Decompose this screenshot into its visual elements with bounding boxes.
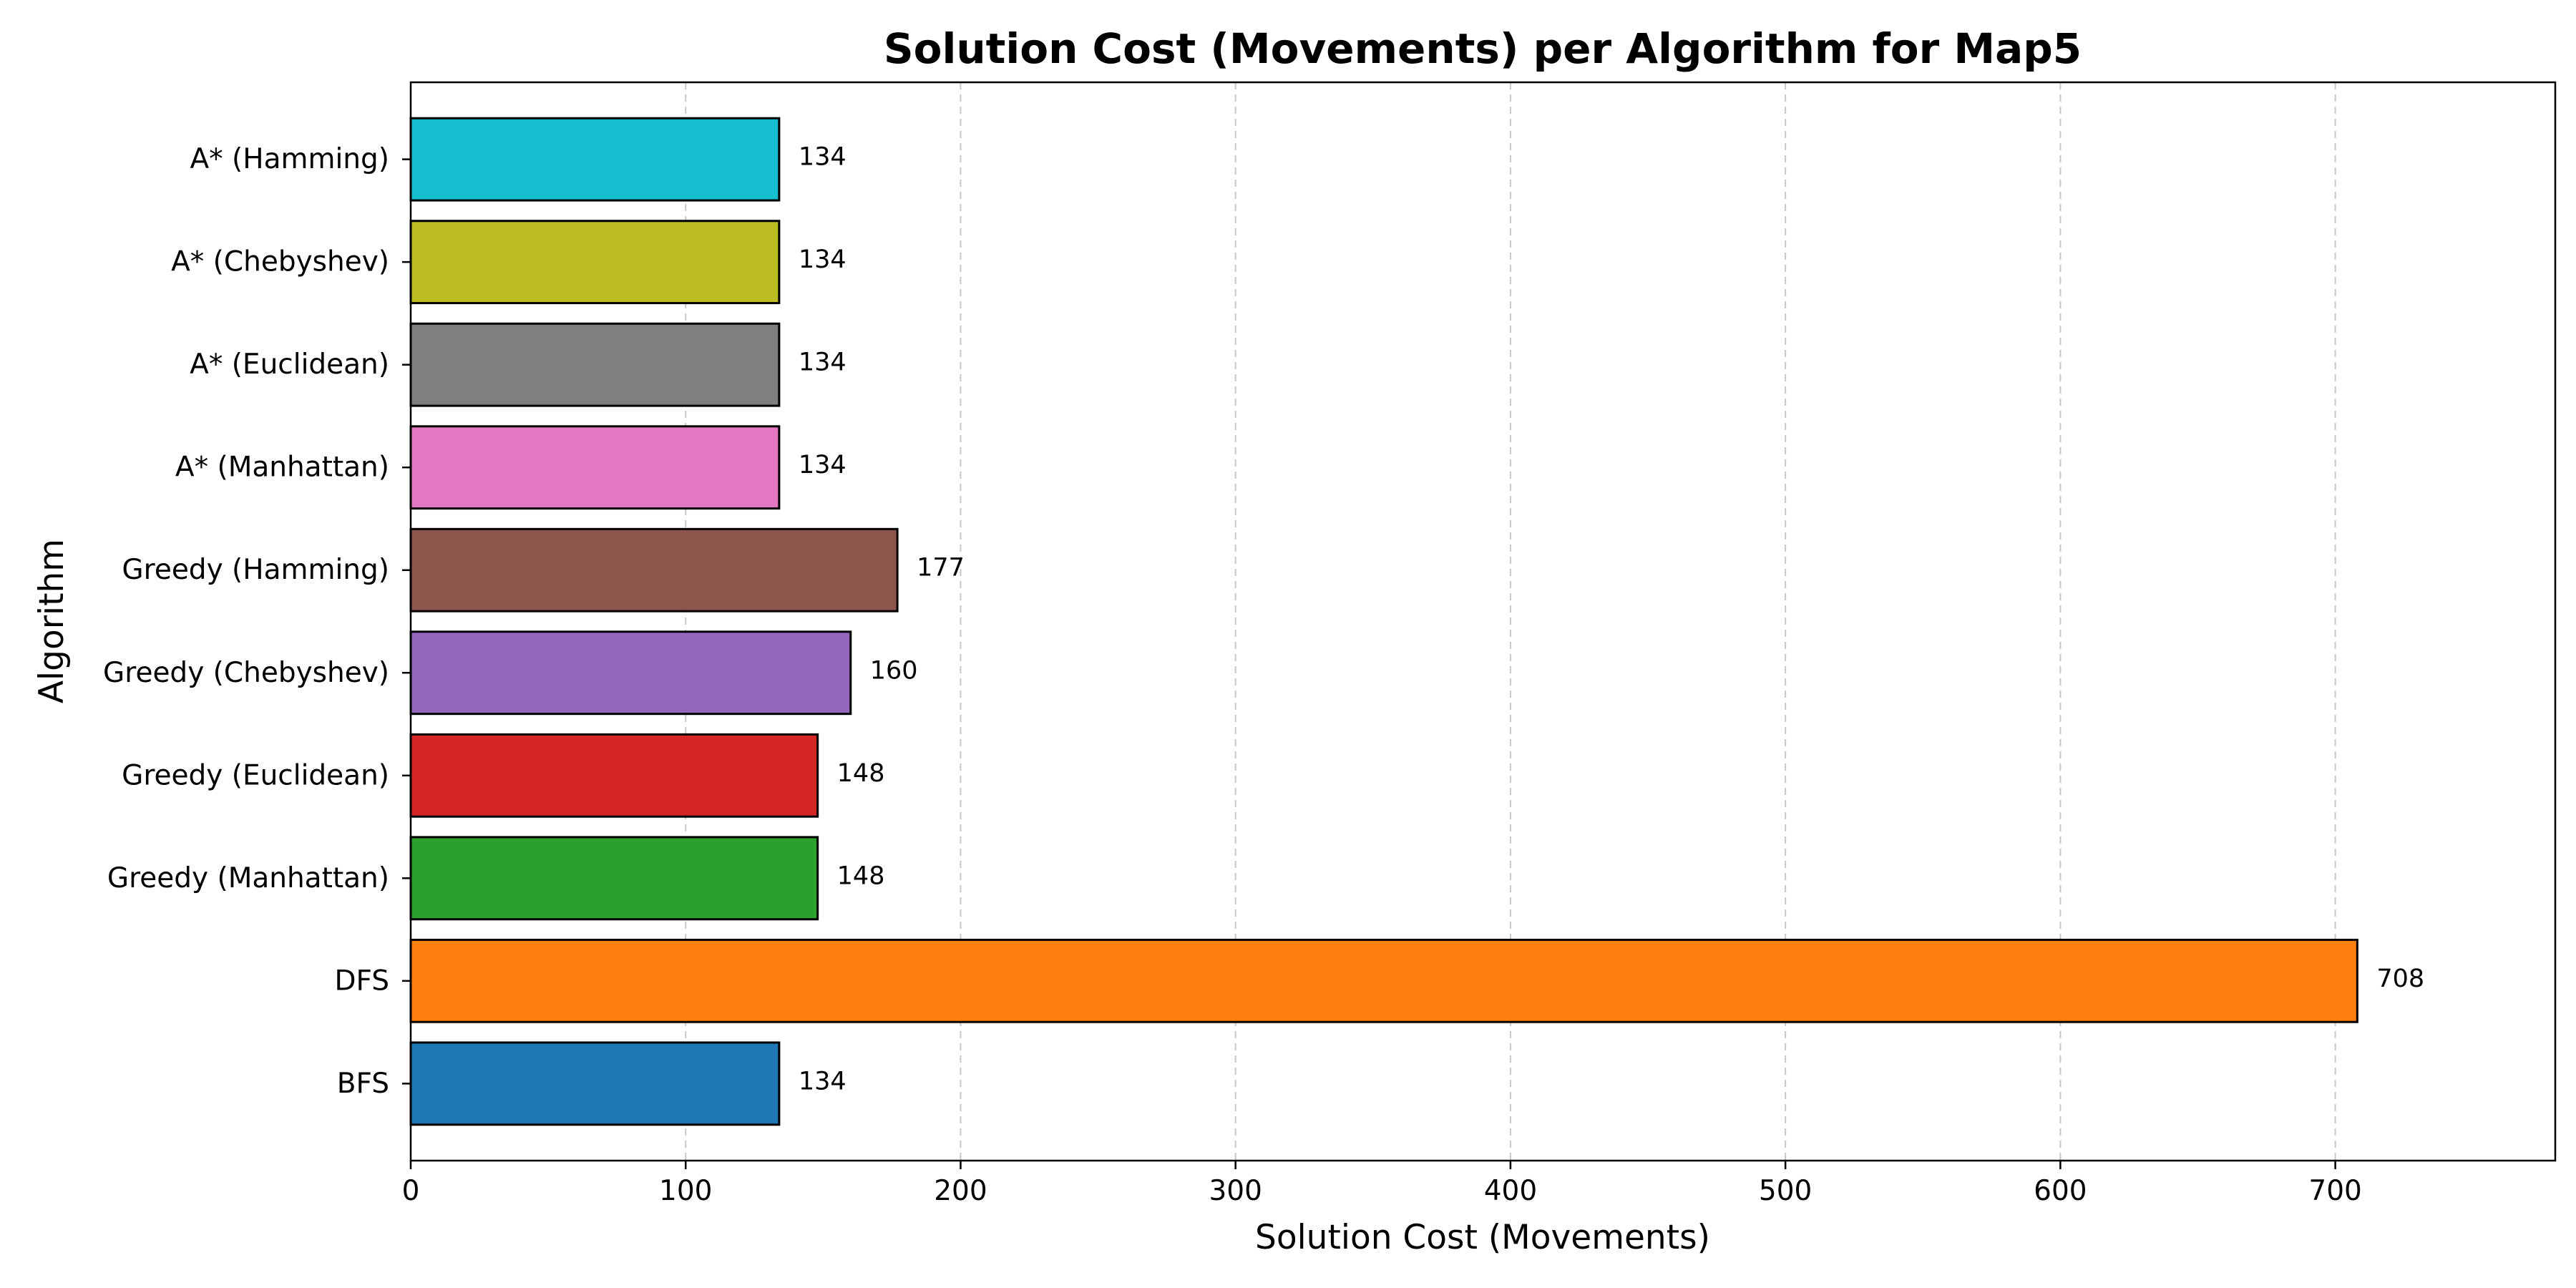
bar xyxy=(409,425,781,510)
bar-value-label: 134 xyxy=(799,451,847,479)
bar-value-label: 148 xyxy=(837,759,885,788)
y-tick-label: A* (Chebyshev) xyxy=(171,246,389,278)
bar xyxy=(409,733,819,818)
y-axis-ticks: BFS DFS Greedy (Manhattan) Greedy (Euclidea… xyxy=(103,143,411,1100)
y-axis-label: Algorithm xyxy=(32,539,72,703)
bars xyxy=(409,117,2358,1126)
y-tick-label: Greedy (Hamming) xyxy=(122,554,389,586)
bar-value-label: 177 xyxy=(917,554,965,582)
bar-value-label: 134 xyxy=(799,143,847,172)
x-tick-label: 100 xyxy=(659,1175,712,1207)
chart-title: Solution Cost (Movements) per Algorithm … xyxy=(884,24,2082,73)
x-tick-label: 400 xyxy=(1484,1175,1537,1207)
y-tick-label: DFS xyxy=(334,965,389,997)
y-tick-label: A* (Manhattan) xyxy=(175,452,389,484)
x-tick-label: 500 xyxy=(1759,1175,1812,1207)
x-tick-label: 300 xyxy=(1209,1175,1262,1207)
y-tick-label: A* (Hamming) xyxy=(190,143,389,175)
x-tick-label: 700 xyxy=(2308,1175,2361,1207)
bar-value-label: 134 xyxy=(799,1067,847,1096)
bar xyxy=(409,527,899,613)
x-tick-label: 0 xyxy=(402,1175,420,1207)
y-tick-label: Greedy (Chebyshev) xyxy=(103,657,389,689)
bar xyxy=(409,220,781,305)
y-tick-label: A* (Euclidean) xyxy=(190,348,389,381)
y-tick-label: Greedy (Euclidean) xyxy=(122,759,389,791)
x-tick-label: 600 xyxy=(2034,1175,2087,1207)
bar-value-label: 148 xyxy=(837,862,885,890)
bar xyxy=(409,836,819,921)
bar xyxy=(409,1041,781,1126)
bar-value-label: 708 xyxy=(2376,965,2424,993)
bar-value-label: 134 xyxy=(799,245,847,274)
bar-value-label: 160 xyxy=(870,656,918,685)
x-axis-label: Solution Cost (Movements) xyxy=(1255,1218,1710,1257)
bar xyxy=(409,322,781,407)
bar xyxy=(409,938,2358,1023)
plot-frame xyxy=(409,81,2557,1162)
bar xyxy=(409,117,781,202)
x-axis-ticks: 0 100 200 300 400 500 600 700 xyxy=(402,1161,2362,1207)
bar-value-label: 134 xyxy=(799,348,847,377)
x-tick-label: 200 xyxy=(934,1175,987,1207)
data-labels: 134 708 148 148 160 177 134 134 134 134 xyxy=(799,143,2424,1096)
y-tick-label: Greedy (Manhattan) xyxy=(107,862,389,894)
y-tick-label: BFS xyxy=(337,1068,389,1100)
bar xyxy=(409,630,852,716)
